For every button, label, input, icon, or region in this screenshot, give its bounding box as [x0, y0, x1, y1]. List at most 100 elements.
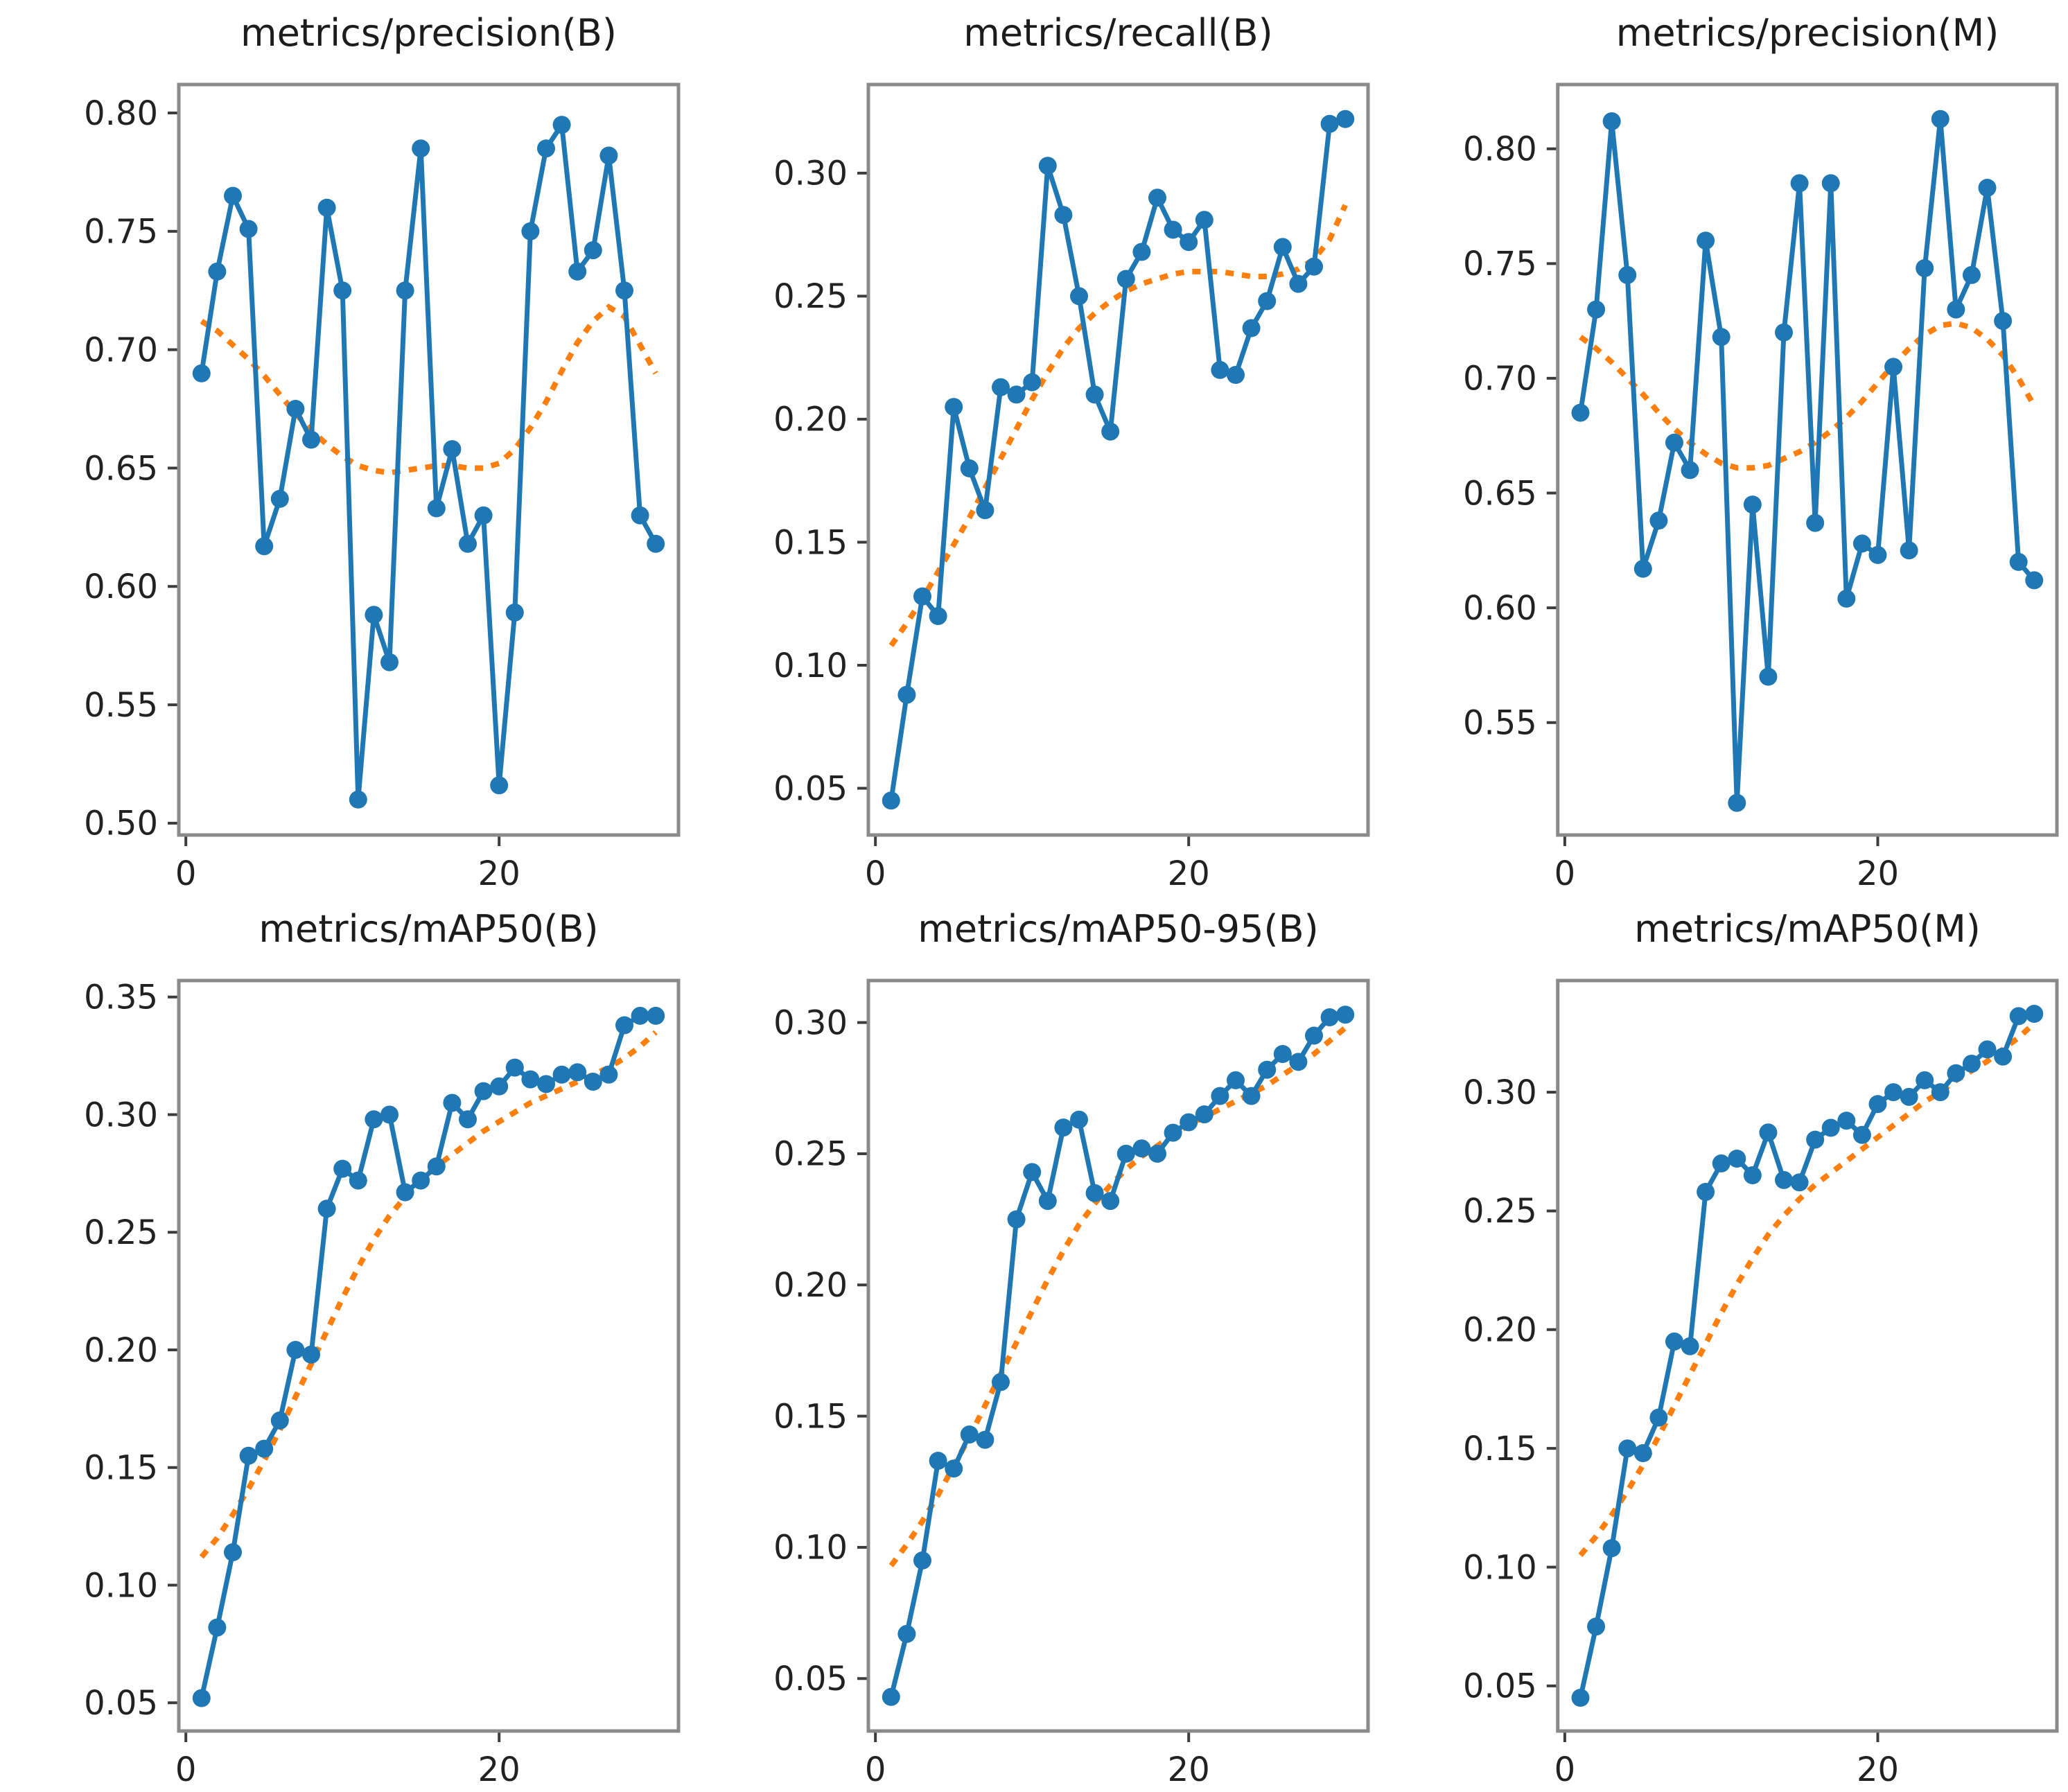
plot-background: [0, 69, 690, 896]
data-point-marker: [1320, 114, 1339, 133]
y-tick-label: 0.55: [1463, 703, 1537, 742]
x-tick-label: 0: [1554, 1750, 1576, 1789]
data-point-marker: [631, 506, 649, 525]
data-point-marker: [1978, 1040, 1997, 1059]
data-point-marker: [286, 1341, 305, 1359]
data-point-marker: [1258, 1060, 1277, 1079]
data-point-marker: [1289, 1053, 1308, 1071]
data-point-marker: [1916, 259, 1934, 277]
data-point-marker: [208, 1618, 227, 1637]
y-tick-label: 0.25: [773, 277, 848, 316]
data-point-marker: [459, 534, 477, 553]
data-point-marker: [1164, 220, 1182, 239]
data-point-marker: [882, 791, 900, 810]
data-point-marker: [1978, 179, 1997, 197]
data-point-marker: [976, 501, 994, 520]
trend-line: [1579, 320, 2037, 471]
data-point-marker: [443, 440, 462, 459]
data-point-marker: [1587, 1617, 1606, 1636]
y-tick-label: 0.15: [84, 1449, 158, 1488]
plot-precision-m: 0.55 0.60 0.65 0.70 0.75 0.80 0 20: [1379, 69, 2068, 896]
subplot-title-map50-m: metrics/mAP50(M): [1634, 907, 1981, 951]
y-tick-label: 0.25: [1463, 1192, 1537, 1231]
data-point-marker: [1571, 403, 1590, 422]
data-point-marker: [474, 506, 493, 525]
data-point-marker: [1023, 1163, 1042, 1182]
subplot-recall-b: metrics/recall(B) 0.05 0.10 0.15 0.20 0.25 0.…: [690, 0, 1379, 896]
data-point-marker: [1837, 589, 1856, 608]
data-point-marker: [302, 1345, 320, 1364]
y-tick-label: 0.15: [1463, 1430, 1537, 1468]
data-point-marker: [1712, 328, 1730, 346]
plot-background: [1379, 965, 2068, 1792]
data-point-marker: [1947, 300, 1965, 319]
x-tick-label: 0: [865, 854, 886, 893]
trend-line: [888, 204, 1348, 647]
data-point-marker: [599, 1065, 618, 1084]
data-point-marker: [1962, 265, 1981, 284]
data-point-marker: [1180, 233, 1198, 252]
data-point-marker: [1681, 1337, 1699, 1355]
data-point-marker: [1775, 323, 1793, 342]
data-point-marker: [1900, 1087, 1918, 1106]
data-point-marker: [239, 220, 258, 238]
y-tick-label: 0.15: [773, 523, 848, 562]
data-point-marker: [1697, 1183, 1715, 1201]
y-tick-label: 0.70: [1463, 360, 1537, 398]
data-point-marker: [1837, 1112, 1856, 1130]
data-point-marker: [537, 1075, 555, 1093]
data-point-marker: [882, 1687, 900, 1706]
data-point-marker: [1320, 1008, 1339, 1026]
data-point-marker: [1931, 1083, 1949, 1102]
x-tick-label: 20: [478, 1750, 520, 1789]
data-point-marker: [537, 139, 555, 158]
data-point-marker: [1195, 1105, 1213, 1124]
data-point-marker: [1962, 1055, 1981, 1073]
y-tick-label: 0.35: [84, 978, 158, 1017]
data-point-marker: [2009, 552, 2028, 571]
data-point-marker: [1211, 1087, 1229, 1105]
plot-precision-b: 0.50 0.55 0.60 0.65 0.70 0.75 0.80 0 20: [0, 69, 690, 896]
data-point-marker: [1587, 300, 1606, 319]
data-point-marker: [1101, 1192, 1120, 1211]
data-point-marker: [412, 1171, 430, 1190]
data-point-marker: [615, 1016, 633, 1035]
data-point-marker: [1994, 312, 2013, 331]
x-tick-label: 0: [1554, 854, 1576, 893]
data-point-marker: [992, 378, 1010, 396]
data-point-marker: [568, 1063, 587, 1082]
plot-map50-95-b: 0.05 0.10 0.15 0.20 0.25 0.30 0 20: [690, 965, 1379, 1792]
data-point-marker: [1242, 319, 1261, 337]
data-point-marker: [1070, 1110, 1088, 1129]
plot-background: [0, 965, 690, 1792]
data-point-marker: [1101, 422, 1120, 441]
data-point-marker: [1289, 274, 1308, 293]
data-point-marker: [224, 1543, 242, 1561]
subplot-title-precision-b: metrics/precision(B): [240, 11, 617, 55]
data-point-marker: [1602, 112, 1621, 130]
data-point-marker: [380, 653, 398, 671]
data-point-marker: [1821, 1118, 1840, 1137]
data-point-marker: [1916, 1071, 1934, 1089]
x-tick-label: 20: [1168, 854, 1210, 893]
data-point-marker: [631, 1006, 649, 1025]
data-point-marker: [992, 1373, 1010, 1391]
data-point-marker: [1806, 1130, 1825, 1149]
y-tick-label: 0.20: [84, 1331, 158, 1370]
y-tick-label: 0.30: [773, 155, 848, 193]
data-point-marker: [396, 281, 414, 300]
data-point-marker: [490, 1077, 509, 1096]
data-point-marker: [1116, 1144, 1135, 1163]
data-point-marker: [521, 1070, 540, 1089]
data-point-marker: [396, 1183, 414, 1202]
data-point-marker: [1790, 174, 1809, 193]
data-point-marker: [960, 1425, 979, 1444]
data-point-marker: [192, 1689, 211, 1707]
data-point-marker: [929, 1452, 947, 1470]
subplot-title-map50-95-b: metrics/mAP50-95(B): [918, 907, 1319, 951]
data-point-marker: [1023, 373, 1042, 392]
subplot-map50-95-b: metrics/mAP50-95(B) 0.05 0.10 0.15 0.20 0.25…: [690, 896, 1379, 1792]
data-point-marker: [224, 186, 242, 205]
data-point-marker: [1132, 243, 1151, 261]
data-point-marker: [1852, 534, 1871, 553]
